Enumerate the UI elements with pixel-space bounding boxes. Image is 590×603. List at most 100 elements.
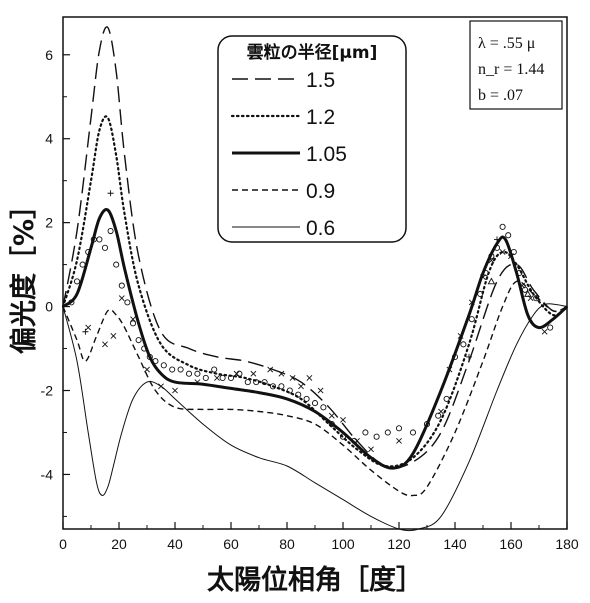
obs-circle: [468, 316, 475, 323]
obs-plus: [494, 236, 500, 243]
legend: 雲粒の半径[μm] 1.5 1.2 1.05 0.9 0.6: [217, 35, 407, 243]
y-tick-label: 2: [45, 215, 53, 231]
obs-circle: [160, 362, 167, 369]
obs-cross: [340, 416, 346, 423]
obs-circle: [118, 282, 125, 289]
obs-cross: [214, 374, 220, 381]
series-line-1.05: [61, 208, 569, 470]
obs-circle: [261, 379, 268, 386]
obs-circle: [435, 412, 442, 419]
obs-cross: [306, 374, 313, 381]
obs-cross: [172, 387, 178, 394]
obs-circle: [96, 236, 103, 243]
legend-label: 0.9: [306, 180, 335, 203]
x-axis-title: 太陽位相角［度］: [207, 564, 423, 596]
obs-cross: [118, 295, 125, 302]
obs-circle: [152, 358, 159, 365]
obs-circle: [477, 290, 484, 298]
legend-box: [217, 35, 407, 243]
obs-cross: [267, 366, 274, 373]
obs-circle: [79, 261, 86, 268]
obs-cross: [328, 412, 335, 419]
obs-circle: [488, 253, 495, 260]
x-tick-label: 20: [111, 536, 127, 552]
obs-circle: [85, 248, 92, 256]
obs-cross: [368, 446, 374, 453]
obs-circle: [499, 223, 506, 230]
obs-circle: [185, 370, 193, 377]
obs-cross: [289, 374, 296, 381]
series-line-0.6: [62, 303, 568, 532]
obs-plus: [82, 328, 89, 335]
obs-circle: [177, 366, 184, 373]
obs-circle: [68, 299, 75, 306]
param-lambda: λ = .55 μ: [478, 35, 535, 52]
obs-circle: [202, 374, 209, 381]
obs-circle: [244, 379, 251, 386]
obs-circle: [460, 341, 467, 348]
obs-cross: [144, 366, 150, 373]
x-tick-label: 160: [499, 536, 523, 552]
obs-circle: [124, 299, 131, 306]
obs-cross: [250, 370, 257, 377]
obs-circle: [516, 269, 523, 277]
obs-circle: [482, 269, 489, 277]
y-axis-ticks: -4 -2 0 2 4 6: [41, 47, 70, 517]
x-tick-label: 180: [555, 536, 579, 552]
x-tick-label: 100: [331, 536, 355, 552]
obs-cross: [85, 324, 92, 331]
x-tick-label: 0: [59, 536, 67, 552]
obs-cross: [488, 257, 495, 264]
obs-circle: [236, 370, 243, 377]
obs-circle: [451, 353, 459, 360]
x-tick-label: 60: [223, 536, 239, 552]
obs-circle: [129, 320, 137, 327]
obs-circle: [505, 232, 512, 239]
obs-cross: [102, 341, 108, 348]
obs-cross: [233, 370, 240, 377]
obs-cross: [457, 333, 464, 339]
obs-cross: [508, 253, 514, 260]
obs-cross: [354, 437, 360, 444]
obs-circle: [169, 366, 176, 373]
obs-circle: [328, 421, 335, 428]
obs-circle: [194, 370, 201, 377]
obs-cross: [446, 366, 453, 373]
obs-circle: [303, 395, 310, 402]
obs-circle: [211, 366, 218, 373]
obs-circle: [73, 278, 81, 285]
obs-cross: [158, 383, 164, 390]
obs-circle: [493, 244, 501, 251]
y-tick-label: 6: [45, 47, 53, 63]
x-tick-label: 140: [443, 536, 467, 552]
obs-circle: [101, 244, 109, 251]
parameter-box-frame: [469, 20, 563, 110]
obs-cross: [110, 333, 117, 339]
obs-cross: [278, 370, 285, 377]
legend-label: 0.6: [306, 217, 335, 240]
obs-cross: [519, 282, 526, 289]
obs-circle: [295, 391, 302, 398]
obs-circle: [278, 383, 285, 390]
obs-circle: [135, 337, 142, 344]
obs-circle: [362, 429, 369, 436]
obs-circle: [113, 261, 120, 268]
param-refractive-index: n_r = 1.44: [478, 61, 544, 78]
obs-cross: [541, 328, 548, 335]
obs-cross: [396, 437, 402, 444]
y-tick-label: -4: [41, 466, 54, 482]
obs-cross: [499, 249, 506, 255]
obs-circle: [533, 295, 540, 302]
obs-circle: [219, 374, 226, 381]
legend-label: 1.05: [306, 143, 347, 166]
obs-circle: [339, 433, 347, 440]
obs-circle: [423, 421, 431, 428]
parameter-box: λ = .55 μ n_r = 1.44 b = .07: [469, 20, 563, 110]
obs-plus: [466, 353, 472, 360]
obs-cross: [298, 383, 304, 390]
legend-label: 1.5: [306, 69, 335, 92]
obs-circle: [311, 400, 319, 407]
obs-circle: [253, 379, 260, 386]
obs-circle: [146, 353, 153, 360]
